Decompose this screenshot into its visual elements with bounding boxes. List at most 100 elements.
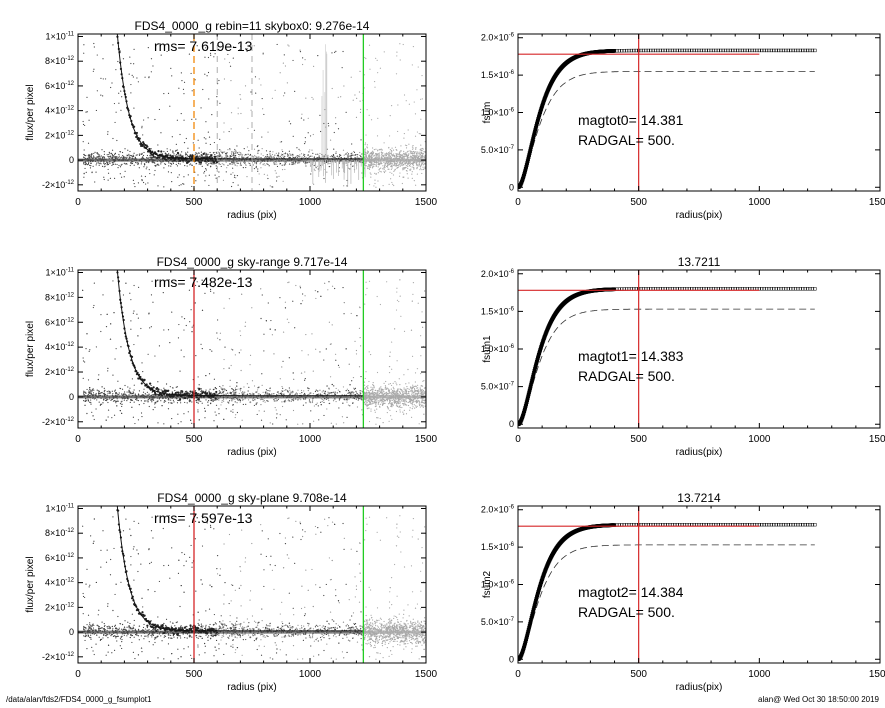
data-point (261, 136, 263, 138)
data-point (312, 98, 314, 100)
data-point (361, 157, 363, 159)
data-point (228, 130, 230, 133)
data-point (220, 165, 222, 168)
data-point (422, 155, 424, 157)
data-point (158, 42, 160, 45)
data-point (114, 358, 116, 360)
data-point (351, 380, 353, 382)
y-axis-label: flux/per pixel (25, 84, 36, 140)
data-point (141, 152, 143, 154)
data-point (297, 396, 299, 398)
data-point (132, 312, 134, 314)
data-point (165, 160, 167, 162)
data-point (260, 157, 262, 159)
fsum-marker (716, 48, 720, 53)
profile-point (148, 147, 151, 151)
y-tick-label: 5.0×10-7 (481, 145, 515, 155)
data-point (167, 329, 170, 331)
data-point (313, 168, 315, 170)
data-point (399, 154, 402, 156)
fsum-marker (658, 48, 663, 53)
data-point (334, 353, 337, 355)
data-point (240, 349, 242, 351)
data-point (403, 137, 405, 139)
data-point (92, 306, 94, 309)
data-point (218, 176, 220, 178)
data-point (305, 159, 307, 161)
data-point (85, 111, 87, 113)
data-point (256, 145, 258, 148)
data-point (299, 393, 301, 395)
data-point (263, 399, 265, 402)
data-point (164, 400, 167, 402)
data-point (405, 170, 408, 172)
data-point (258, 149, 260, 151)
data-point (150, 148, 152, 150)
data-point (329, 162, 331, 165)
data-point (233, 391, 235, 393)
data-point (106, 390, 108, 393)
data-point (187, 411, 189, 413)
data-point (232, 167, 234, 169)
data-point (100, 158, 102, 160)
data-point (100, 94, 102, 96)
data-point (390, 394, 393, 396)
data-point (236, 165, 238, 167)
data-point (393, 170, 395, 172)
data-point (327, 157, 329, 159)
data-point (379, 149, 381, 151)
data-point (316, 157, 318, 159)
data-point (92, 392, 95, 394)
data-point (178, 323, 180, 326)
data-point (179, 133, 181, 136)
data-point (365, 294, 367, 296)
data-point (142, 134, 144, 136)
fsum-marker (661, 48, 665, 53)
data-point (279, 141, 281, 143)
data-point (89, 160, 92, 162)
data-point (238, 151, 240, 153)
data-point (325, 159, 327, 162)
data-point (92, 70, 94, 72)
data-point (292, 400, 295, 402)
fsum-marker (620, 49, 624, 53)
data-point (255, 403, 257, 406)
data-point (421, 157, 423, 159)
profile-point (201, 159, 204, 162)
data-point (294, 156, 297, 158)
fsum-marker (692, 48, 696, 53)
data-point (285, 400, 287, 402)
data-point (208, 98, 210, 100)
data-point (94, 397, 97, 399)
data-point (227, 164, 229, 166)
data-point (197, 402, 199, 404)
data-point (93, 418, 95, 421)
data-point (368, 163, 370, 166)
data-point (133, 392, 135, 394)
data-point (350, 156, 352, 158)
data-point (194, 79, 196, 81)
data-point (284, 92, 286, 94)
data-point (417, 157, 419, 159)
data-point (168, 402, 170, 404)
data-point (323, 122, 325, 125)
data-point (146, 154, 149, 157)
data-point (85, 158, 87, 160)
data-point (213, 420, 215, 422)
data-point (358, 327, 361, 329)
data-point (371, 154, 373, 157)
data-point (113, 177, 116, 179)
data-point (286, 82, 288, 84)
data-point (127, 386, 129, 388)
fsum-marker (685, 48, 689, 53)
data-point (234, 389, 236, 392)
data-point (98, 393, 101, 395)
data-point (89, 392, 91, 395)
data-point (83, 162, 85, 164)
data-point (253, 385, 256, 387)
data-point (381, 158, 383, 160)
data-point (254, 154, 256, 157)
data-point (141, 415, 143, 418)
data-point (183, 81, 186, 83)
data-point (378, 157, 380, 159)
